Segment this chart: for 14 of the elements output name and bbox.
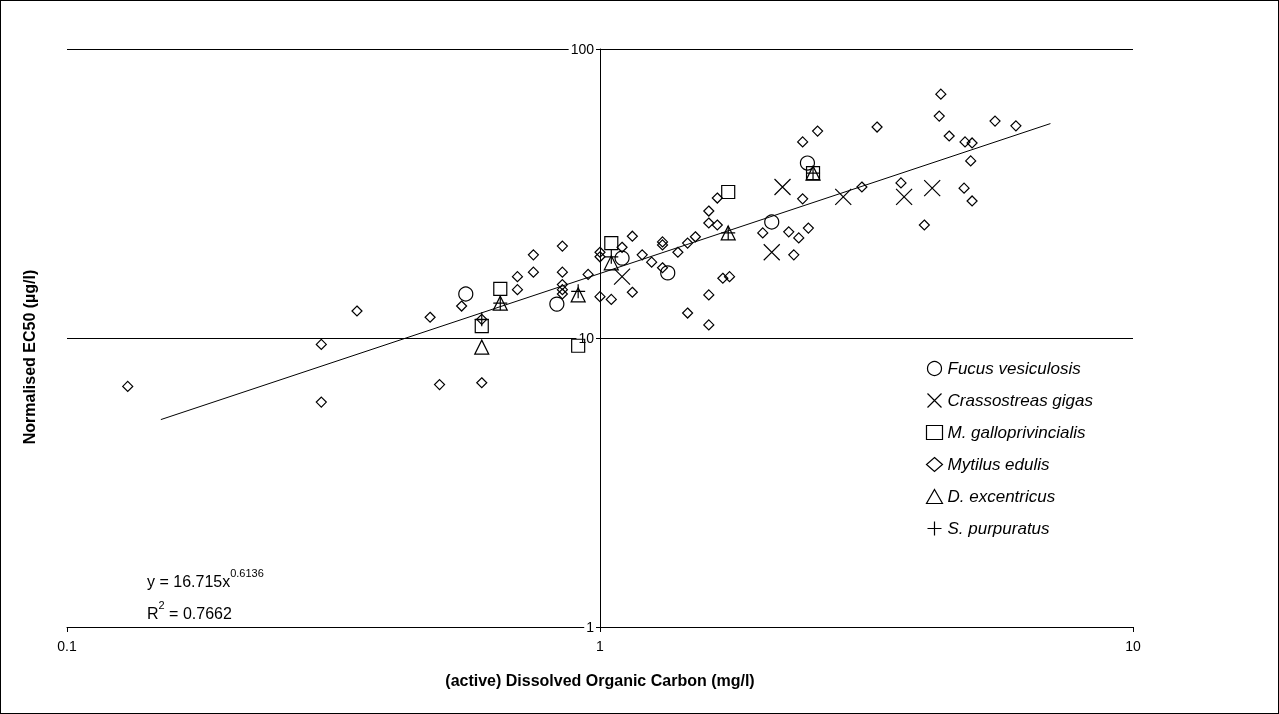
- y-tick-label: 1: [586, 619, 595, 635]
- y-axis-title: Normalised EC50 (µg/l): [20, 269, 38, 445]
- legend-label: D. excentricus: [947, 487, 1056, 506]
- legend-label: Crassostreas gigas: [947, 391, 1094, 410]
- legend-label: S. purpuratus: [947, 519, 1051, 538]
- legend-label: Mytilus edulis: [947, 455, 1051, 474]
- legend-label: M. galloprivincialis: [947, 423, 1086, 442]
- x-tick-label: 0.1: [57, 638, 77, 654]
- y-tick-label: 100: [570, 41, 595, 57]
- x-tick-label: 1: [596, 638, 605, 654]
- x-tick-label: 10: [1125, 638, 1141, 654]
- y-tick-label: 10: [578, 330, 595, 346]
- x-axis-title: (active) Dissolved Organic Carbon (mg/l): [445, 671, 755, 689]
- legend-label: Fucus vesiculosis: [947, 359, 1082, 378]
